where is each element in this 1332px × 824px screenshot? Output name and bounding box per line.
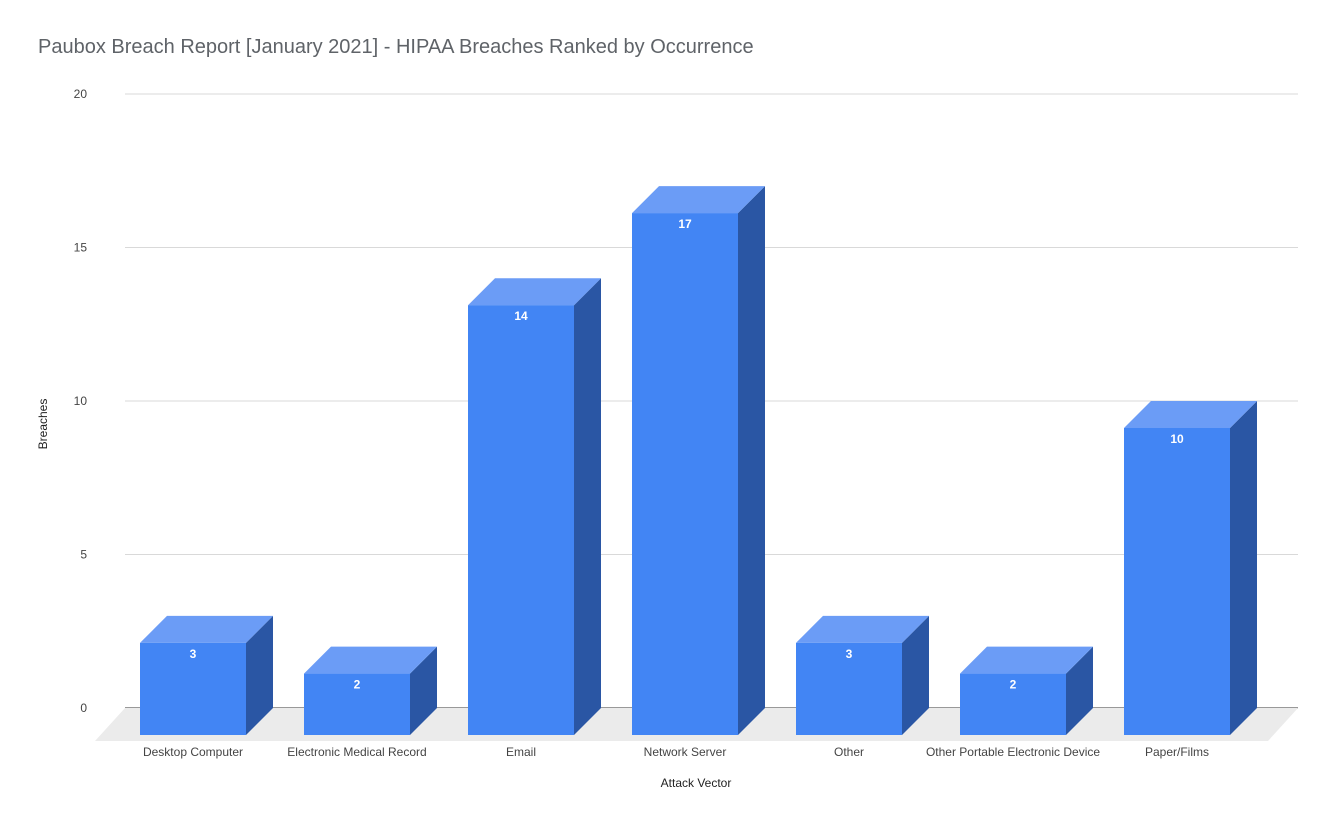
bar-side: [574, 278, 601, 735]
bar-top: [304, 646, 437, 674]
bar-front: [468, 305, 574, 735]
x-tick-label: Network Server: [644, 745, 727, 759]
bar-front: [796, 642, 902, 735]
bar-front: [140, 642, 246, 735]
chart-title: Paubox Breach Report [January 2021] - HI…: [38, 36, 754, 58]
data-label: 3: [846, 647, 853, 661]
data-label: 17: [678, 217, 692, 231]
data-label: 2: [354, 678, 361, 692]
data-label: 3: [190, 647, 197, 661]
bar-top: [796, 615, 929, 643]
bar: 3: [796, 615, 929, 735]
x-tick-label: Paper/Films: [1145, 745, 1209, 759]
y-tick-label: 20: [74, 87, 88, 101]
y-tick-label: 5: [80, 548, 87, 562]
x-tick-label: Other: [834, 745, 864, 759]
bar-side: [1230, 401, 1257, 735]
data-label: 10: [1170, 432, 1184, 446]
bar-top: [468, 278, 601, 306]
x-tick-label: Other Portable Electronic Device: [926, 745, 1100, 759]
bar-top: [632, 186, 765, 214]
bar-front: [304, 673, 410, 735]
bar-front: [1124, 428, 1230, 735]
bar: 2: [960, 646, 1093, 735]
x-tick-label: Email: [506, 745, 536, 759]
y-tick-label: 0: [80, 701, 87, 715]
bar-top: [140, 615, 273, 643]
bars: 3 2 14 17 3 2 10: [140, 186, 1257, 736]
bar: 17: [632, 186, 765, 736]
bar: 10: [1124, 401, 1257, 735]
y-tick-label: 15: [74, 241, 88, 255]
x-tick-label: Desktop Computer: [143, 745, 243, 759]
y-tick-label: 10: [74, 394, 88, 408]
data-label: 14: [514, 309, 528, 323]
bar: 2: [304, 646, 437, 735]
bar-front: [960, 673, 1066, 735]
x-tick-label: Electronic Medical Record: [287, 745, 426, 759]
bar-top: [960, 646, 1093, 674]
x-axis-ticks: Desktop Computer Electronic Medical Recor…: [143, 745, 1209, 759]
bar-side: [738, 186, 765, 736]
bar-side: [902, 615, 929, 735]
bar-side: [410, 646, 437, 735]
bar-front: [632, 213, 738, 736]
bar-top: [1124, 401, 1257, 428]
bar: 3: [140, 615, 273, 735]
bar-side: [1066, 646, 1093, 735]
bar-side: [246, 615, 273, 735]
data-label: 2: [1010, 678, 1017, 692]
y-axis-label: Breaches: [36, 399, 50, 450]
bar: 14: [468, 278, 601, 735]
y-axis-ticks: 0 5 10 15 20: [74, 87, 88, 715]
x-axis-label: Attack Vector: [661, 776, 732, 790]
